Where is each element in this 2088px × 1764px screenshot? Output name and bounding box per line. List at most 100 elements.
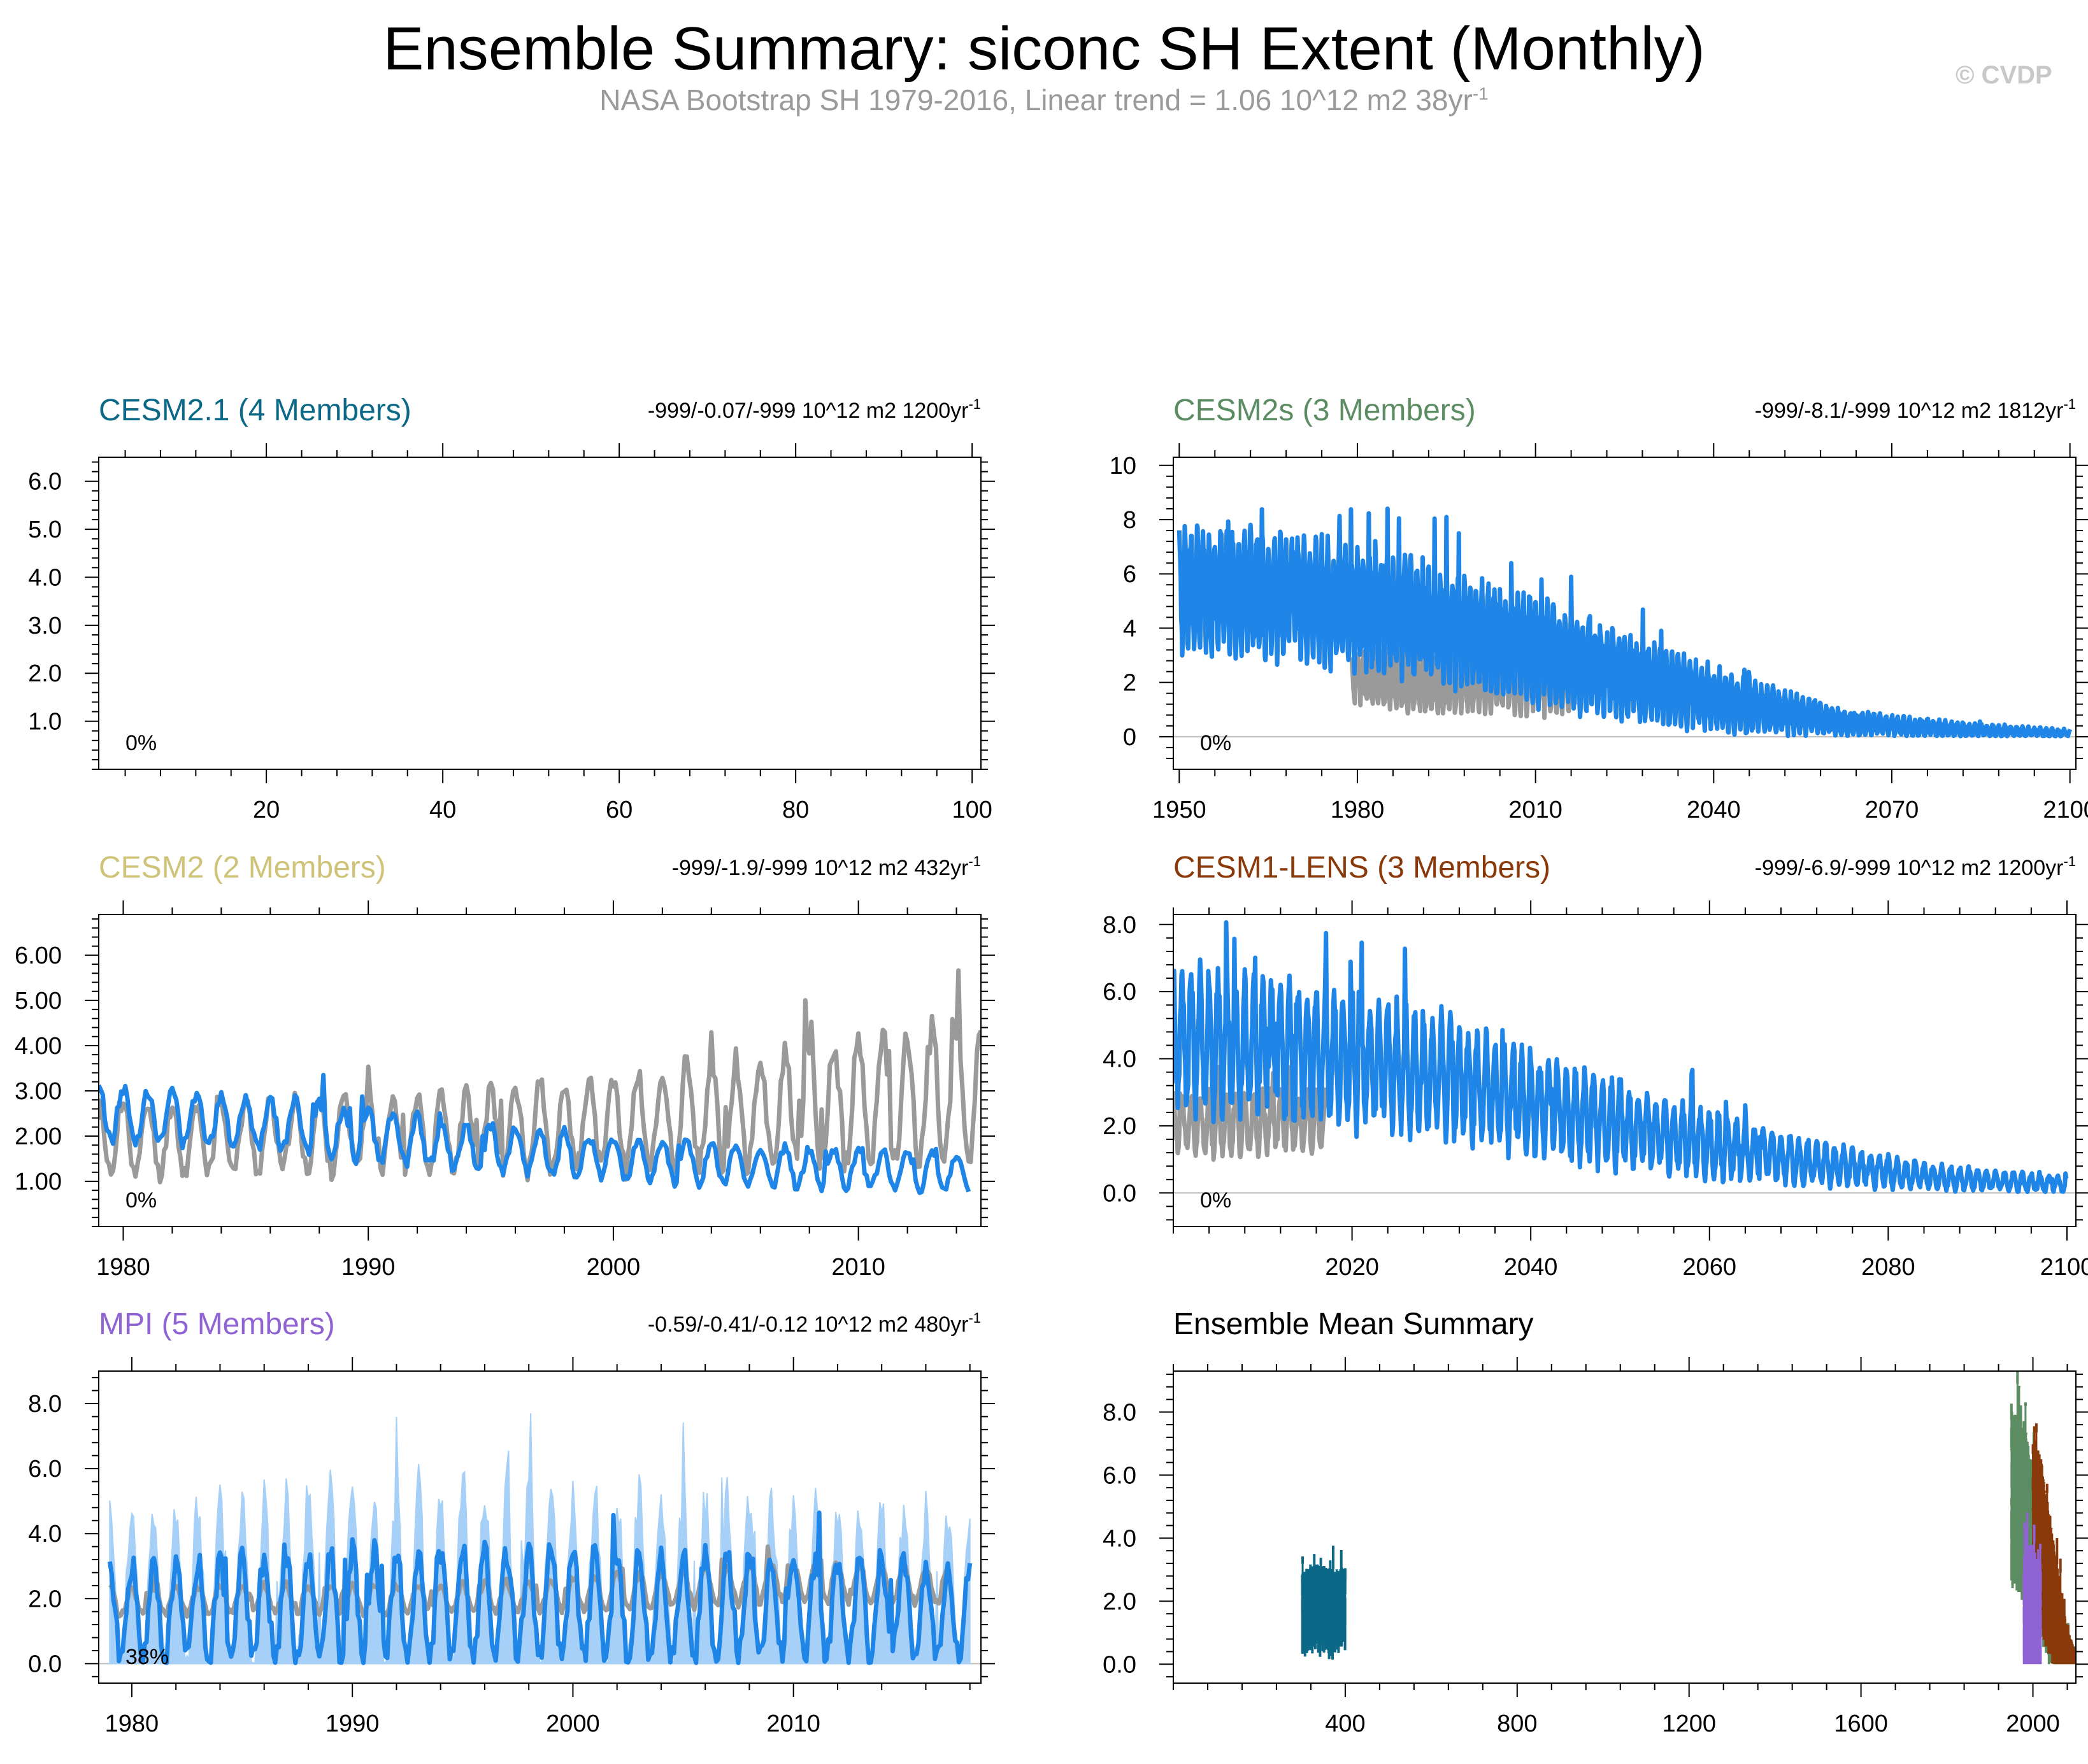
y-tick-label: 6.00	[15, 942, 62, 969]
y-tick-label: 6	[1123, 561, 1136, 588]
copyright-watermark: © CVDP	[1956, 61, 2052, 89]
percent-label: 0%	[125, 1188, 157, 1213]
y-tick-label: 4.0	[28, 1521, 62, 1547]
x-tick-label: 2060	[1683, 1254, 1737, 1281]
x-tick-label: 2040	[1504, 1254, 1558, 1281]
x-tick-label: 2010	[831, 1254, 885, 1281]
y-tick-label: 4.0	[1103, 1046, 1136, 1073]
subtitle-superscript: -1	[1472, 83, 1489, 104]
series-observation	[1173, 1065, 1327, 1162]
y-tick-label: 8.0	[1103, 912, 1136, 939]
y-tick-label: 6.0	[28, 469, 62, 495]
panel-title: MPI (5 Members)	[99, 1307, 335, 1341]
series-observation	[99, 968, 981, 1184]
series-observation	[108, 1544, 948, 1619]
panel-title: CESM2s (3 Members)	[1173, 394, 1476, 427]
percent-label: 0%	[125, 731, 157, 755]
series-ensemble-mean	[107, 1510, 973, 1665]
x-tick-label: 80	[782, 797, 809, 823]
x-tick-label: 400	[1325, 1711, 1365, 1737]
x-tick-label: 1980	[1331, 797, 1385, 823]
series-ensemble	[99, 1072, 971, 1195]
x-tick-label: 60	[606, 797, 633, 823]
plot-frame	[98, 457, 982, 770]
x-tick-label: 100	[952, 797, 992, 823]
percent-label: 38%	[125, 1645, 169, 1669]
series-cesm2.1-line	[1301, 1546, 1347, 1634]
y-tick-label: 2.0	[1103, 1588, 1136, 1615]
y-tick-label: 0.0	[1103, 1180, 1136, 1207]
y-tick-label: 10	[1110, 453, 1136, 480]
plot-frame	[98, 1370, 982, 1684]
y-tick-label: 0.0	[28, 1651, 62, 1677]
x-tick-label: 40	[429, 797, 456, 823]
panel-summary: Ensemble Mean Summary 400 800 1200 1600 2000 0…	[1103, 1307, 2088, 1737]
x-tick-label: 2000	[587, 1254, 641, 1281]
x-tick-label: 1990	[325, 1711, 380, 1737]
y-tick-label: 8	[1123, 507, 1136, 534]
y-tick-label: 0	[1123, 724, 1136, 751]
y-tick-label: 6.0	[1103, 979, 1136, 1006]
panel-title: CESM2 (2 Members)	[99, 851, 386, 885]
x-tick-label: 2100	[2043, 797, 2088, 823]
y-tick-label: 6.0	[1103, 1462, 1136, 1489]
panel-title: CESM1-LENS (3 Members)	[1173, 851, 1550, 885]
x-tick-label: 2000	[2006, 1711, 2060, 1737]
panel-trend-stat: -999/-0.07/-999 10^12 m2 1200yr-1	[648, 396, 981, 423]
x-tick-label: 2010	[1508, 797, 1562, 823]
series-ensemble	[1173, 920, 2069, 1194]
percent-label: 0%	[1200, 731, 1231, 755]
percent-label: 0%	[1200, 1188, 1231, 1213]
x-tick-label: 2040	[1687, 797, 1741, 823]
y-tick-label: 8.0	[28, 1391, 62, 1418]
y-tick-label: 2.00	[15, 1123, 62, 1150]
y-tick-label: 5.0	[28, 516, 62, 543]
x-tick-label: 2100	[2040, 1254, 2088, 1281]
y-tick-label: 3.00	[15, 1078, 62, 1105]
y-tick-label: 8.0	[1103, 1399, 1136, 1426]
x-tick-label: 1950	[1152, 797, 1206, 823]
y-tick-label: 4	[1123, 615, 1136, 642]
y-tick-label: 0.0	[1103, 1651, 1136, 1678]
page-subtitle: NASA Bootstrap SH 1979-2016, Linear tren…	[0, 83, 2088, 117]
panel-cesm1lens: CESM1-LENS (3 Members) -999/-6.9/-999 10^…	[1103, 851, 2088, 1281]
x-tick-label: 1600	[1834, 1711, 1888, 1737]
x-tick-label: 2080	[1861, 1254, 1915, 1281]
panel-trend-stat: -999/-1.9/-999 10^12 m2 432yr-1	[672, 853, 981, 880]
x-tick-label: 1980	[96, 1254, 150, 1281]
series-ensemble-spread	[109, 1413, 971, 1665]
panel-title: CESM2.1 (4 Members)	[99, 394, 411, 427]
x-tick-label: 1980	[105, 1711, 159, 1737]
x-tick-label: 2000	[546, 1711, 600, 1737]
y-tick-label: 5.00	[15, 988, 62, 1014]
panel-title: Ensemble Mean Summary	[1173, 1307, 1534, 1341]
panel-trend-stat: -0.59/-0.41/-0.12 10^12 m2 480yr-1	[648, 1310, 981, 1337]
y-tick-label: 3.0	[28, 613, 62, 639]
series-ensemble	[1176, 506, 2073, 739]
plot-frame	[1173, 914, 2077, 1227]
y-tick-label: 6.0	[28, 1456, 62, 1483]
y-tick-label: 2.0	[28, 1586, 62, 1612]
y-tick-label: 4.0	[28, 564, 62, 591]
panel-mpi: MPI (5 Members) -0.59/-0.41/-0.12 10^12 m…	[28, 1307, 995, 1737]
x-tick-label: 1200	[1662, 1711, 1716, 1737]
x-tick-label: 1990	[341, 1254, 396, 1281]
subtitle-text: NASA Bootstrap SH 1979-2016, Linear tren…	[599, 83, 1473, 117]
x-tick-label: 800	[1497, 1711, 1537, 1737]
plot-frame	[1173, 457, 2077, 770]
x-tick-label: 2070	[1865, 797, 1919, 823]
x-tick-label: 2010	[766, 1711, 820, 1737]
panel-trend-stat: -999/-6.9/-999 10^12 m2 1200yr-1	[1755, 853, 2076, 880]
y-tick-label: 1.0	[28, 709, 62, 736]
page-title: Ensemble Summary: siconc SH Extent (Mont…	[383, 15, 1705, 83]
y-tick-label: 2	[1123, 670, 1136, 697]
y-tick-label: 2.0	[1103, 1113, 1136, 1140]
panel-cesm21: CESM2.1 (4 Members) -999/-0.07/-999 10^12…	[28, 394, 995, 823]
y-tick-label: 1.00	[15, 1169, 62, 1195]
y-tick-label: 4.0	[1103, 1525, 1136, 1552]
x-tick-label: 20	[253, 797, 280, 823]
plot-frame	[98, 914, 982, 1227]
y-tick-label: 2.0	[28, 660, 62, 687]
x-tick-label: 2020	[1325, 1254, 1379, 1281]
